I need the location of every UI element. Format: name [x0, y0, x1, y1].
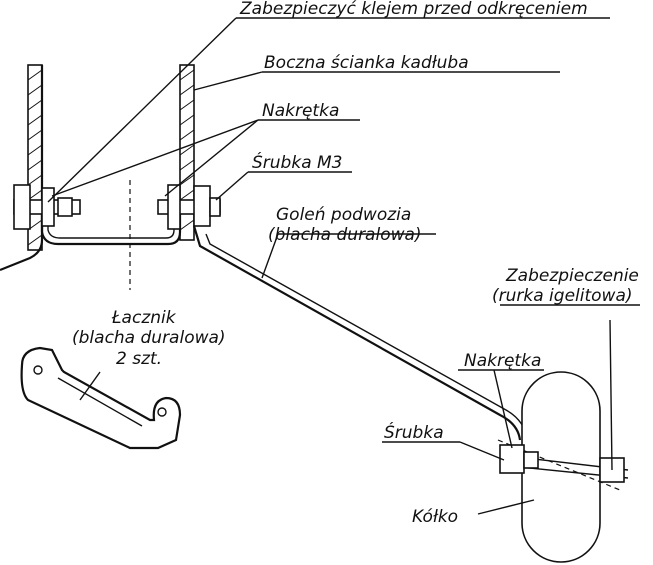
label-connector-line2: (blacha duralowa): [72, 328, 226, 348]
left-bolt: [13, 184, 81, 230]
label-lock-line1: Zabezpieczenie: [505, 266, 639, 286]
connector-plate-section: [40, 180, 182, 290]
right-bolt: [157, 184, 221, 230]
label-leg-line1: Goleń podwozia: [276, 205, 411, 225]
wheel-axle: [497, 439, 629, 491]
label-screw-m3: Śrubka M3: [252, 151, 343, 173]
leader-lines: [47, 17, 640, 515]
landing-gear-leg: [192, 225, 529, 441]
label-nut-wheel: Nakrętka: [464, 351, 541, 371]
connector-part: [20, 346, 182, 450]
label-glue: Zabezpieczyć klejem przed odkręceniem: [239, 0, 588, 19]
label-screw: Śrubka: [384, 421, 444, 443]
label-side-wall: Boczna ścianka kadłuba: [264, 53, 469, 73]
label-connector-line3: 2 szt.: [116, 349, 162, 369]
label-leg-line2: (blacha duralowa): [268, 225, 422, 245]
fuselage-left-wall: [0, 64, 44, 272]
label-nut-top: Nakrętka: [262, 101, 339, 121]
label-connector-line1: Łacznik: [111, 308, 177, 328]
label-lock-line2: (rurka igelitowa): [492, 286, 633, 306]
label-wheel: Kółko: [412, 507, 458, 527]
